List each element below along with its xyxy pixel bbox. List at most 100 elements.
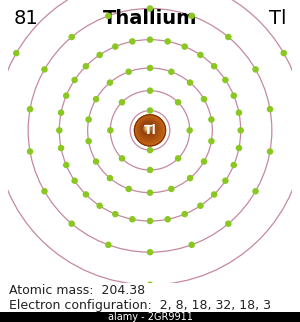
Circle shape [72,178,77,183]
Text: 81: 81 [14,8,39,27]
Circle shape [147,167,153,173]
Circle shape [135,116,164,145]
Circle shape [137,118,161,142]
Circle shape [140,121,157,138]
Circle shape [42,67,47,72]
Circle shape [141,122,156,137]
Circle shape [147,250,153,255]
Circle shape [176,156,181,161]
Circle shape [14,51,19,56]
Circle shape [182,44,187,49]
Circle shape [106,242,111,247]
Circle shape [144,125,151,132]
Circle shape [236,110,242,115]
Circle shape [142,123,153,134]
Circle shape [136,116,164,145]
Circle shape [64,163,69,167]
Circle shape [189,13,194,18]
Circle shape [187,128,192,133]
Circle shape [69,34,74,40]
Circle shape [146,127,148,129]
Circle shape [141,122,156,137]
Circle shape [267,107,272,112]
Circle shape [182,212,187,217]
Circle shape [212,192,217,197]
Circle shape [253,189,258,194]
Circle shape [140,120,158,138]
Circle shape [144,125,151,132]
Circle shape [223,77,228,82]
Circle shape [97,52,102,58]
Circle shape [130,217,135,222]
Circle shape [83,64,88,69]
Text: Tl: Tl [268,8,286,27]
Circle shape [107,175,112,181]
Circle shape [119,100,124,105]
Circle shape [143,124,152,133]
Circle shape [176,100,181,105]
Text: Tl: Tl [144,124,156,137]
Circle shape [147,218,153,223]
Circle shape [223,178,228,183]
Circle shape [165,39,170,44]
Circle shape [189,242,194,247]
Circle shape [106,13,111,18]
Circle shape [135,115,165,145]
Circle shape [135,115,165,145]
Circle shape [144,125,152,132]
Circle shape [142,122,155,136]
Circle shape [119,156,124,161]
Circle shape [267,149,272,154]
Circle shape [146,127,148,129]
Circle shape [146,127,148,129]
Circle shape [165,217,170,222]
Circle shape [42,189,47,194]
Circle shape [137,118,162,142]
Circle shape [198,52,203,58]
Circle shape [108,128,113,133]
Circle shape [188,80,193,85]
Circle shape [139,119,159,139]
Circle shape [140,121,157,137]
Circle shape [139,119,159,140]
Text: Atomic mass:  204.38: Atomic mass: 204.38 [9,284,145,297]
Circle shape [147,88,153,93]
Circle shape [107,80,112,85]
Circle shape [94,97,99,102]
Circle shape [57,128,62,133]
Circle shape [142,123,154,135]
Circle shape [136,117,163,143]
Circle shape [113,44,118,49]
Circle shape [147,6,153,11]
Circle shape [145,126,150,131]
Circle shape [145,126,150,131]
Circle shape [201,97,206,102]
Circle shape [238,128,243,133]
Text: alamy - 2GR9911: alamy - 2GR9911 [108,312,192,322]
Circle shape [139,119,159,140]
Circle shape [209,138,214,144]
Circle shape [147,147,153,153]
Circle shape [69,221,74,226]
Circle shape [144,125,151,132]
Circle shape [198,203,203,208]
Circle shape [144,125,152,133]
Text: Electron configuration:  2, 8, 18, 32, 18, 3: Electron configuration: 2, 8, 18, 32, 18… [9,299,271,312]
Circle shape [209,117,214,122]
Circle shape [140,120,158,138]
Circle shape [137,117,162,143]
Circle shape [140,120,158,139]
Circle shape [134,115,166,146]
Circle shape [139,120,158,139]
Circle shape [169,186,174,192]
Circle shape [136,117,163,144]
Circle shape [169,69,174,74]
Circle shape [86,138,91,144]
Circle shape [58,146,64,151]
Circle shape [28,107,33,112]
Circle shape [137,118,161,141]
Circle shape [146,127,149,130]
Circle shape [143,124,153,134]
Circle shape [28,149,33,154]
Circle shape [212,64,217,69]
